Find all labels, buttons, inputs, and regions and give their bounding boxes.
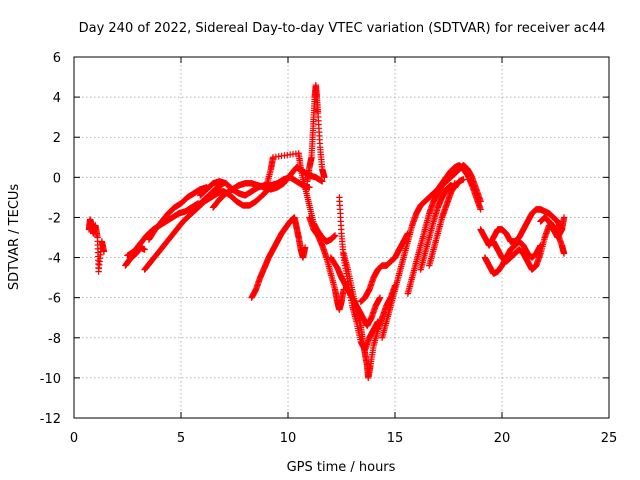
y-tick-label: -6 <box>48 292 61 307</box>
data-point <box>460 176 467 183</box>
data-point <box>560 250 568 257</box>
y-tick-label: 0 <box>53 171 61 186</box>
data-point <box>376 294 384 301</box>
series-track-11 <box>304 81 328 185</box>
data-point <box>319 178 326 185</box>
y-tick-label: 6 <box>53 51 61 66</box>
x-tick-label: 15 <box>387 431 404 446</box>
series-track-15 <box>336 194 382 354</box>
y-tick-label: 2 <box>53 131 61 146</box>
x-tick-label: 10 <box>280 431 297 446</box>
series-track-10 <box>263 150 339 245</box>
x-tick-label: 20 <box>494 431 511 446</box>
plot-frame <box>73 56 610 419</box>
series-track-20 <box>426 180 459 269</box>
data-point <box>477 198 484 205</box>
x-axis-label: GPS time / hours <box>287 460 396 475</box>
data-point <box>451 180 459 187</box>
data-point <box>301 244 309 251</box>
y-tick-label: -4 <box>48 252 61 267</box>
data-point <box>331 232 339 239</box>
x-tick-label: 5 <box>177 431 185 446</box>
series-track-5 <box>145 184 210 243</box>
series-track-21 <box>477 206 566 249</box>
y-tick-label: -12 <box>40 412 61 427</box>
series-track-1 <box>85 216 108 275</box>
y-tick-label: 4 <box>53 91 61 106</box>
series-track-24 <box>537 214 568 241</box>
x-tick-label: 25 <box>601 431 618 446</box>
data-point <box>141 246 148 253</box>
data-point <box>477 206 484 213</box>
series-track-16 <box>357 230 412 305</box>
y-tick-label: -2 <box>48 211 61 226</box>
series-track-12 <box>306 214 347 313</box>
y-tick-label: -10 <box>40 372 61 387</box>
data-point <box>321 174 328 181</box>
data-points <box>85 81 568 382</box>
axis-ticks: 0 5 10 15 20 25 -12 -10 -8 -6 -4 -2 0 2 4 6 <box>40 51 618 446</box>
series-track-14 <box>340 250 399 382</box>
series-track-18 <box>404 162 484 297</box>
chart-title: Day 240 of 2022, Sidereal Day-to-day VTE… <box>79 21 606 36</box>
series-track-9 <box>248 214 309 301</box>
y-axis-label: SDTVAR / TECUs <box>7 184 22 291</box>
y-tick-label: -8 <box>48 332 61 347</box>
data-point <box>374 318 382 325</box>
data-point <box>560 214 568 221</box>
x-tick-label: 0 <box>70 431 78 446</box>
series-track-23 <box>490 222 568 273</box>
series-track-8 <box>209 164 326 211</box>
data-point <box>100 248 108 255</box>
